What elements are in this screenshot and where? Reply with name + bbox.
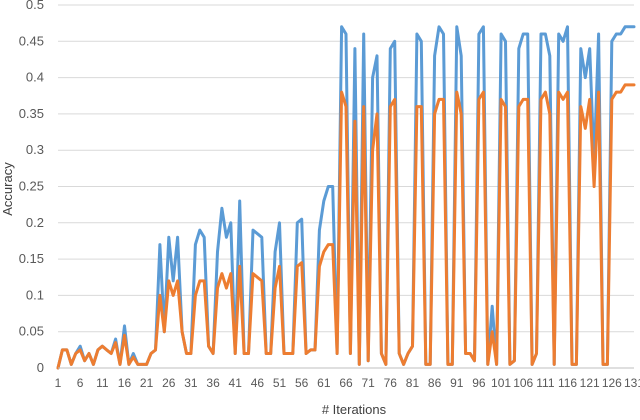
x-tick-label: 41	[229, 376, 243, 390]
x-tick-label: 126	[602, 376, 622, 390]
x-tick-label: 46	[251, 376, 265, 390]
y-tick-label: 0	[37, 360, 44, 375]
x-tick-label: 96	[472, 376, 486, 390]
y-tick-label: 0.4	[26, 70, 44, 85]
x-tick-label: 71	[361, 376, 375, 390]
y-tick-label: 0.05	[19, 324, 44, 339]
x-tick-label: 131	[624, 376, 640, 390]
x-tick-label: 91	[450, 376, 464, 390]
x-tick-label: 26	[162, 376, 176, 390]
x-tick-label: 116	[558, 376, 577, 390]
x-tick-label: 31	[184, 376, 198, 390]
x-tick-label: 61	[317, 376, 331, 390]
x-tick-label: 51	[273, 376, 287, 390]
y-tick-label: 0.3	[26, 142, 44, 157]
y-tick-label: 0.15	[19, 251, 44, 266]
y-tick-label: 0.2	[26, 215, 44, 230]
x-tick-label: 36	[206, 376, 220, 390]
x-tick-label: 11	[96, 376, 109, 390]
x-tick-label: 111	[536, 376, 555, 390]
series-lines	[56, 25, 636, 370]
x-tick-label: 81	[406, 376, 420, 390]
x-axis-title: # Iterations	[322, 402, 387, 417]
series-line-2	[56, 83, 636, 370]
y-tick-label: 0.45	[19, 33, 44, 48]
x-tick-label: 66	[339, 376, 353, 390]
y-tick-label: 0.1	[26, 287, 44, 302]
y-tick-label: 0.35	[19, 106, 44, 121]
x-tick-label: 101	[491, 376, 511, 390]
x-tick-label: 121	[580, 376, 600, 390]
x-tick-label: 1	[55, 376, 62, 390]
axes: 00.050.10.150.20.250.30.350.40.450.51 6 11…	[19, 0, 640, 390]
x-tick-label: 21	[140, 376, 154, 390]
y-tick-label: 0.5	[26, 0, 44, 12]
x-tick-label: 6	[77, 376, 84, 390]
x-tick-label: 16	[118, 376, 132, 390]
y-axis-title: Accuracy	[0, 162, 15, 216]
x-tick-label: 106	[513, 376, 533, 390]
x-tick-label: 76	[384, 376, 398, 390]
x-tick-label: 56	[295, 376, 309, 390]
x-tick-label: 86	[428, 376, 442, 390]
y-tick-label: 0.25	[19, 179, 44, 194]
